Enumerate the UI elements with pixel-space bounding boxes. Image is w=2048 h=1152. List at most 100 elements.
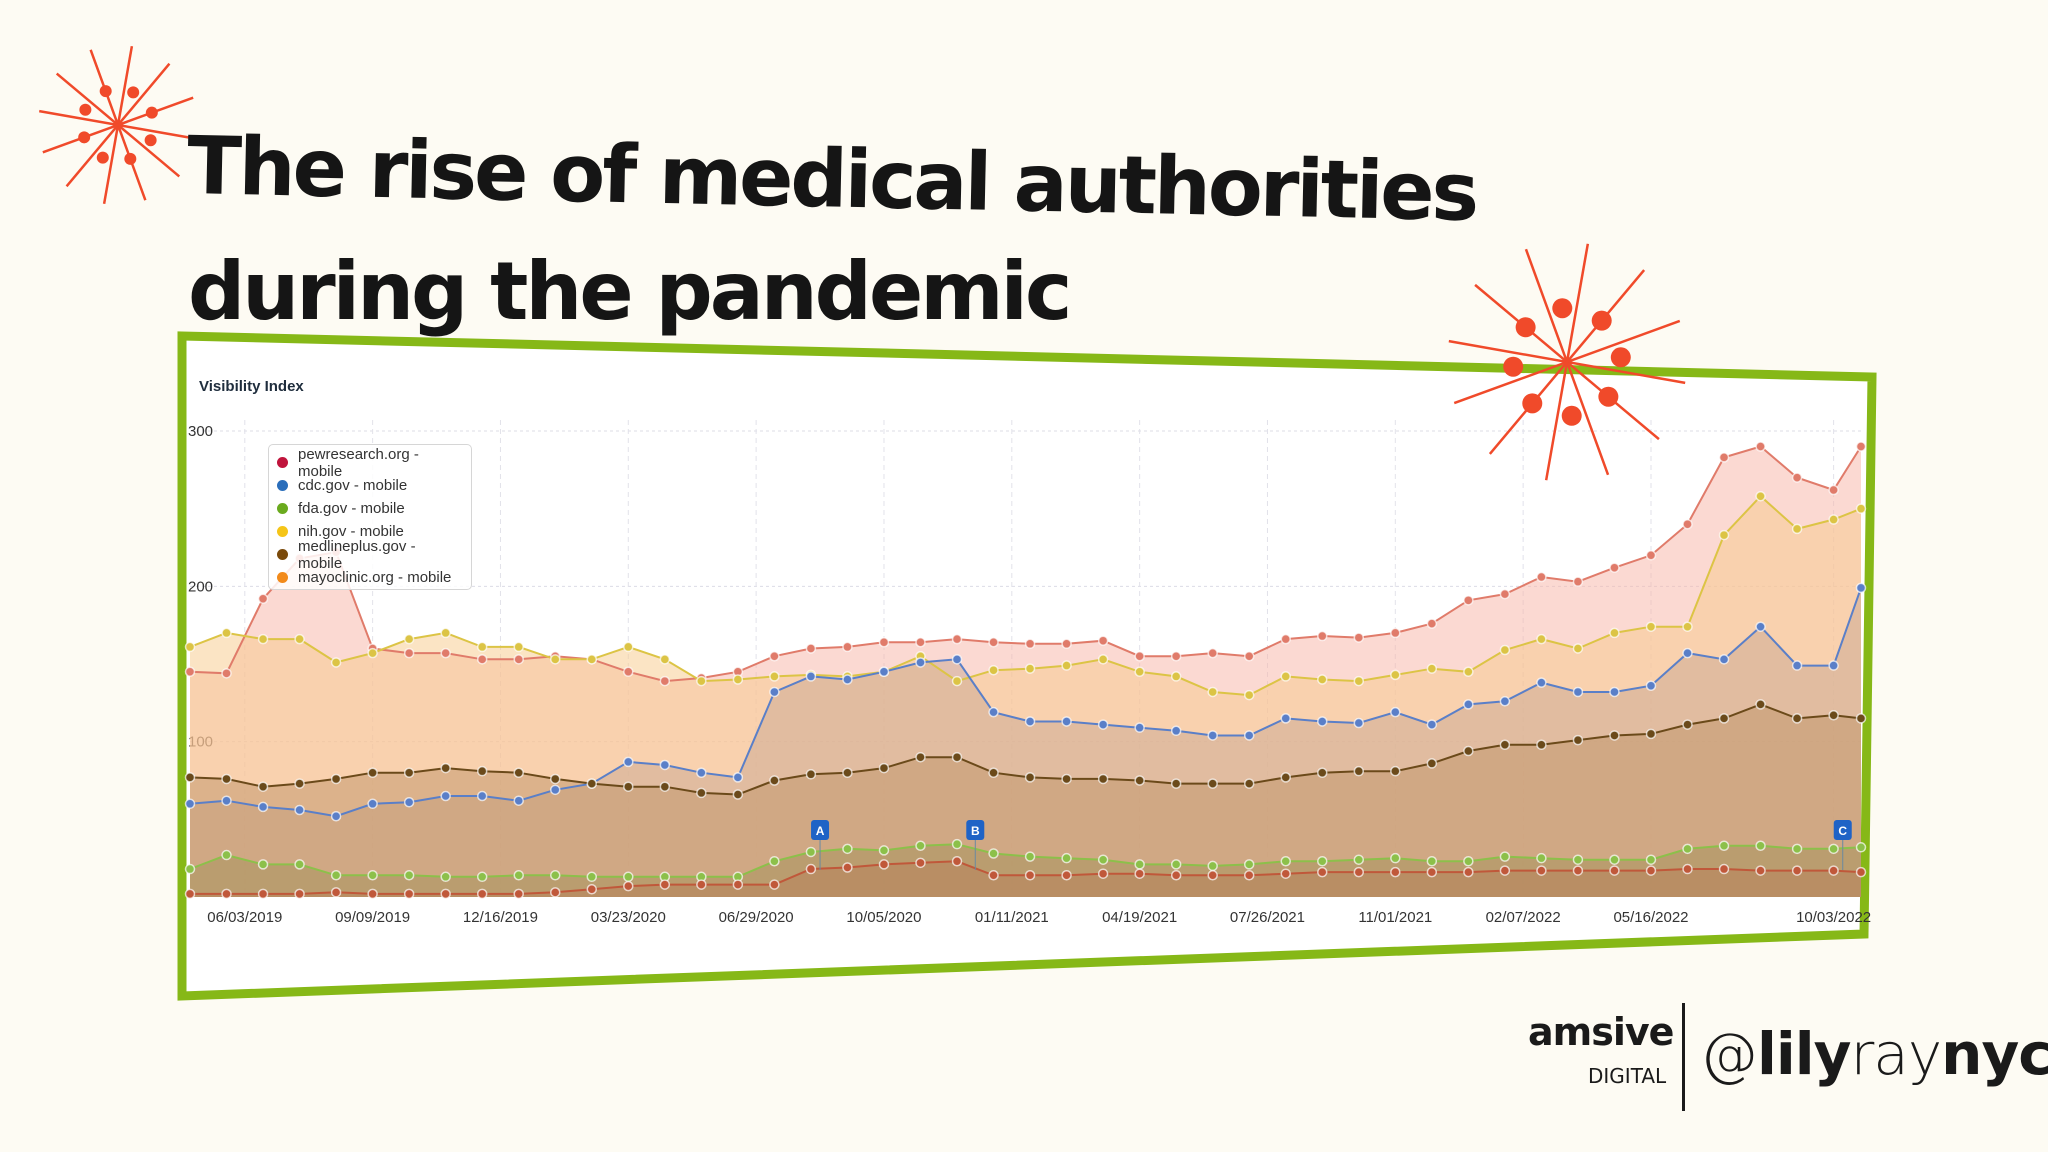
- data-point: [440, 888, 451, 900]
- data-point: [1207, 647, 1218, 659]
- handle-at: @: [1700, 1020, 1758, 1088]
- data-point: [1718, 713, 1730, 724]
- legend-item[interactable]: nih.gov - mobile: [277, 520, 463, 543]
- data-point: [330, 657, 342, 668]
- data-point: [1061, 660, 1072, 671]
- data-point: [1170, 778, 1182, 789]
- data-point: [1426, 719, 1438, 730]
- data-point: [1426, 866, 1438, 878]
- data-point: [1426, 663, 1438, 674]
- handle-part-2: ray: [1850, 1020, 1942, 1088]
- x-tick-label: 07/26/2021: [1230, 909, 1305, 926]
- data-point: [623, 781, 634, 792]
- data-point: [1499, 865, 1511, 876]
- data-point: [476, 790, 488, 802]
- star-dot: [1598, 386, 1619, 407]
- data-point: [1645, 621, 1657, 632]
- data-point: [330, 887, 342, 898]
- x-tick-label: 02/07/2022: [1486, 909, 1561, 926]
- data-point: [805, 863, 817, 875]
- data-point: [294, 778, 305, 789]
- data-point: [440, 790, 451, 802]
- legend-item[interactable]: medlineplus.gov - mobile: [277, 538, 463, 572]
- data-point: [1682, 843, 1693, 855]
- star-dot: [1610, 347, 1631, 368]
- legend-item[interactable]: pewresearch.org - mobile: [277, 446, 463, 480]
- data-point: [1755, 490, 1766, 502]
- data-point: [1024, 851, 1036, 862]
- data-point: [1463, 745, 1474, 757]
- data-point: [1499, 696, 1511, 707]
- data-point: [403, 796, 415, 808]
- data-point: [1791, 865, 1803, 876]
- data-point: [769, 650, 780, 662]
- data-point: [221, 773, 232, 785]
- data-point: [1390, 866, 1401, 878]
- data-point: [1463, 666, 1474, 678]
- data-point: [1390, 852, 1401, 864]
- data-point: [1134, 775, 1145, 786]
- data-point: [1061, 773, 1072, 785]
- data-point: [1499, 739, 1511, 751]
- x-tick-label: 03/23/2020: [591, 909, 666, 926]
- x-tick-label: 06/03/2019: [207, 909, 282, 926]
- data-point: [1828, 660, 1839, 671]
- data-point: [1061, 638, 1072, 650]
- data-point: [1317, 767, 1328, 778]
- data-point: [476, 654, 488, 665]
- data-point: [805, 769, 817, 780]
- data-point: [1572, 576, 1584, 587]
- data-point: [1463, 595, 1474, 606]
- data-point: [1536, 865, 1547, 876]
- data-point: [1536, 633, 1547, 645]
- data-point: [1855, 713, 1867, 724]
- decorations: [38, 45, 1686, 481]
- data-point: [842, 862, 853, 873]
- data-point: [1243, 870, 1255, 881]
- data-point: [732, 772, 744, 783]
- annotation-label: B: [971, 824, 980, 838]
- data-point: [294, 804, 305, 816]
- data-point: [659, 675, 671, 687]
- data-point: [1207, 860, 1218, 872]
- data-point: [1170, 671, 1182, 682]
- x-tick-label: 11/01/2021: [1358, 909, 1432, 926]
- star-dot: [1561, 405, 1582, 426]
- data-point: [878, 637, 890, 648]
- data-point: [1645, 854, 1657, 865]
- data-point: [1755, 840, 1766, 851]
- x-tick-label: 09/09/2019: [335, 909, 410, 926]
- data-point: [367, 647, 378, 659]
- data-point: [1463, 866, 1474, 878]
- data-point: [330, 810, 342, 822]
- legend-item[interactable]: cdc.gov - mobile: [277, 474, 463, 497]
- y-tick-label: 300: [188, 423, 213, 440]
- star-dot: [96, 151, 109, 164]
- legend-item[interactable]: fda.gov - mobile: [277, 497, 463, 520]
- data-point: [257, 801, 269, 813]
- data-point: [221, 888, 232, 900]
- star-dot: [144, 134, 157, 147]
- data-point: [440, 647, 451, 659]
- data-point: [732, 674, 744, 685]
- data-point: [951, 654, 963, 665]
- star-dot: [78, 131, 91, 144]
- data-point: [440, 871, 451, 883]
- x-tick-label: 01/11/2021: [975, 909, 1049, 926]
- x-tick-label: 06/29/2020: [719, 909, 794, 926]
- data-point: [294, 888, 305, 900]
- data-point: [440, 762, 451, 774]
- data-point: [184, 641, 196, 653]
- star-dot: [124, 152, 137, 165]
- data-point: [659, 781, 671, 792]
- data-point: [1791, 660, 1803, 671]
- data-point: [1682, 518, 1693, 530]
- data-point: [1536, 739, 1547, 751]
- data-point: [1061, 716, 1072, 727]
- legend-dot-icon: [277, 549, 288, 560]
- data-point: [1353, 675, 1365, 687]
- legend-item[interactable]: mayoclinic.org - mobile: [277, 566, 463, 589]
- x-tick-label: 04/19/2021: [1102, 909, 1177, 926]
- logo-divider: [1682, 1003, 1685, 1111]
